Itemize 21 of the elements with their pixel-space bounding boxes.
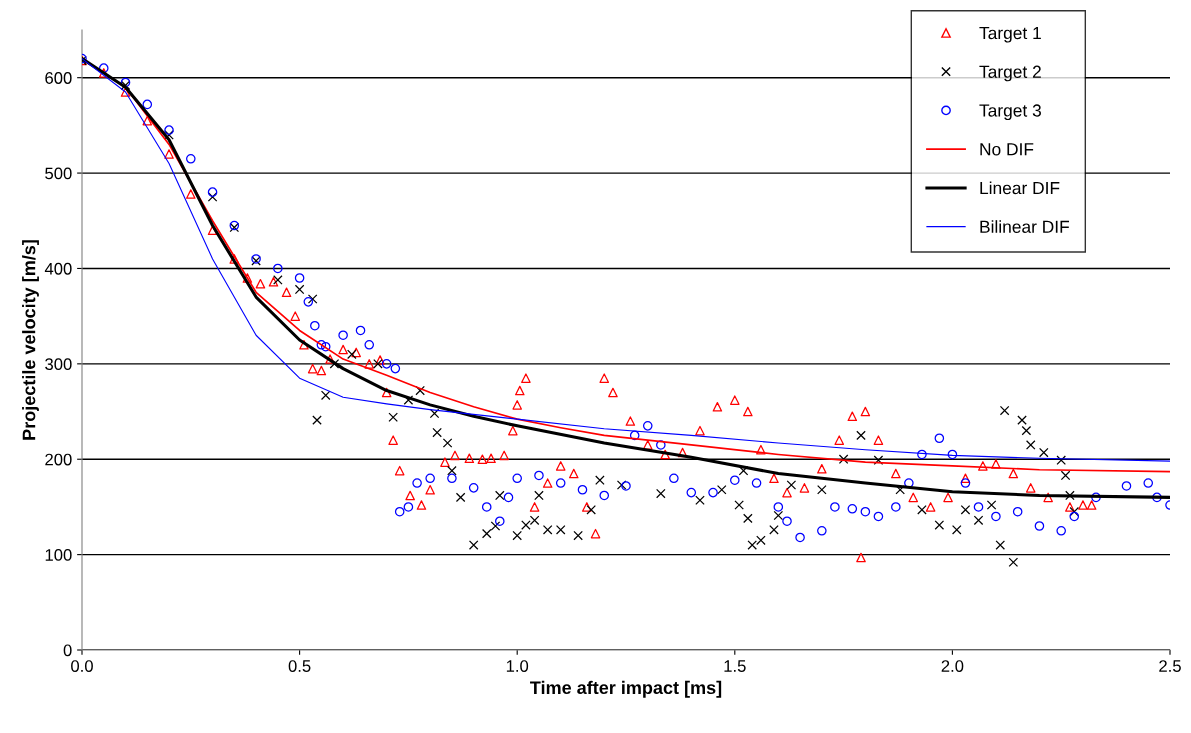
x-tick-label: 2.0 [941, 660, 964, 672]
x-tick-label: 1.0 [506, 660, 529, 672]
legend-label: Target 2 [979, 65, 1041, 82]
y-tick-label: 600 [45, 72, 72, 84]
legend-label: Target 3 [979, 104, 1041, 121]
y-tick-label: 500 [45, 167, 72, 180]
x-tick-label: 0.5 [288, 660, 311, 672]
y-tick-label: 400 [44, 262, 72, 275]
legend-label: No DIF [980, 143, 1034, 156]
legend-label: Target 1 [979, 27, 1041, 43]
legend-label: Bilinear DIF [980, 220, 1069, 233]
x-tick-label: 0.0 [71, 660, 93, 672]
y-tick-label: 100 [45, 549, 72, 561]
y-tick-label: 200 [45, 453, 72, 466]
x-axis-title: Time after impact [ms] [530, 680, 722, 698]
legend-label: Linear DIF [980, 181, 1060, 195]
x-tick-label: 1.5 [724, 660, 746, 672]
y-axis-title: Projectile velocity [m/s] [22, 240, 39, 440]
y-tick-label: 0 [63, 644, 72, 657]
x-tick-label: 2.5 [1159, 660, 1181, 672]
y-tick-label: 300 [45, 358, 72, 371]
